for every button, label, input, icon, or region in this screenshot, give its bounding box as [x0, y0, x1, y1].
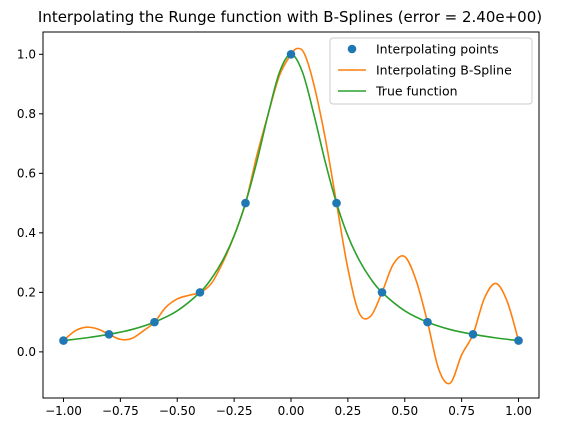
series-layer: [59, 47, 523, 385]
legend-label: Interpolating B-Spline: [376, 63, 512, 78]
y-tick-label: 0.8: [17, 107, 36, 121]
b-spline-line: [62, 47, 520, 385]
interpolating-point: [241, 198, 250, 208]
y-tick-label: 0.2: [17, 285, 36, 299]
interpolating-point: [195, 288, 205, 297]
x-tick-label: 0.25: [335, 404, 362, 418]
y-axis: 0.0 0.2 0.4 0.6 0.8 1.0: [17, 47, 43, 359]
y-tick-label: 0.6: [17, 166, 36, 180]
legend-label: True function: [375, 84, 458, 99]
interpolating-point: [514, 336, 523, 345]
interpolating-point: [59, 336, 68, 345]
interpolating-point: [104, 330, 114, 339]
y-tick-label: 0.0: [17, 345, 36, 359]
x-tick-label: 1.00: [505, 404, 532, 418]
x-tick-label: −0.75: [102, 404, 139, 418]
interpolating-point: [423, 317, 432, 327]
x-tick-label: −0.50: [159, 404, 196, 418]
interpolating-point: [468, 330, 478, 339]
y-tick-label: 1.0: [17, 47, 36, 61]
x-tick-label: 0.00: [278, 404, 305, 418]
interpolating-point: [332, 198, 341, 208]
interpolating-point: [377, 288, 387, 297]
y-tick-label: 0.4: [17, 226, 36, 240]
x-tick-label: 0.75: [448, 404, 475, 418]
x-tick-label: −0.25: [216, 404, 253, 418]
interpolating-point: [150, 317, 159, 327]
x-tick-label: 0.50: [391, 404, 418, 418]
legend-label: Interpolating points: [376, 42, 499, 57]
interpolating-point: [286, 50, 296, 59]
legend-box: [329, 37, 533, 105]
x-tick-label: −1.00: [45, 404, 82, 418]
x-axis: −1.00 −0.75 −0.50 −0.25 0.00 0.25 0.50 0.75 1.00: [45, 398, 532, 418]
chart-title: Interpolating the Runge function with B-…: [38, 8, 542, 26]
legend-marker: [347, 44, 357, 54]
legend: Interpolating points Interpolating B-Spli…: [329, 37, 533, 105]
